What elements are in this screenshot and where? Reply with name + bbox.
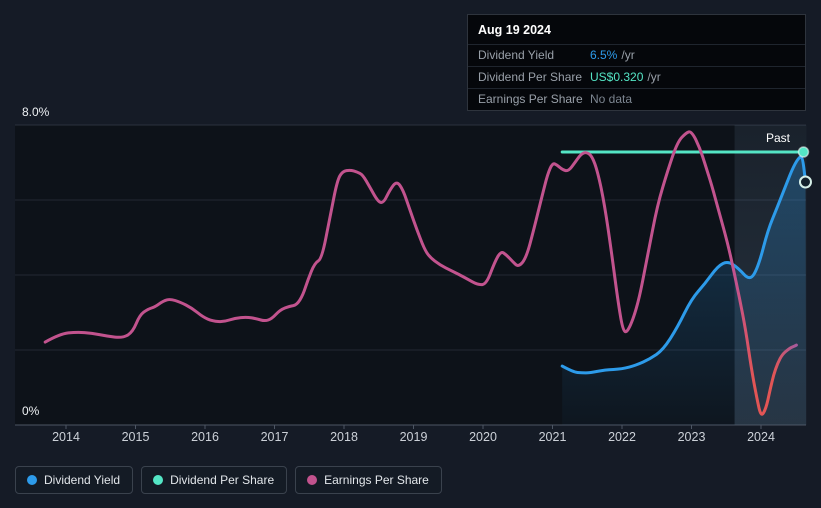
tooltip-value: US$0.320/yr xyxy=(590,70,661,84)
legend-label: Earnings Per Share xyxy=(324,473,429,487)
dividend-yield-area xyxy=(562,156,806,425)
x-axis-year-label: 2015 xyxy=(121,430,150,444)
tooltip-row-earnings-per-share: Earnings Per Share No data xyxy=(468,88,805,110)
earnings-per-share-line xyxy=(43,130,798,416)
chart-tooltip: Aug 19 2024 Dividend Yield 6.5%/yr Divid… xyxy=(467,14,806,111)
x-axis-year-label: 2019 xyxy=(399,430,428,444)
dividend-yield-line xyxy=(560,155,807,375)
legend-label: Dividend Per Share xyxy=(170,473,275,487)
tooltip-row-dividend-yield: Dividend Yield 6.5%/yr xyxy=(468,44,805,66)
x-axis-year-label: 2014 xyxy=(52,430,80,444)
y-axis-top-label: 8.0% xyxy=(22,105,50,119)
tooltip-label: Dividend Per Share xyxy=(478,70,583,84)
earnings-per-share-dot-icon xyxy=(307,475,318,485)
dividend-yield-dot-icon xyxy=(27,475,37,485)
tooltip-value: No data xyxy=(590,92,633,106)
x-axis-year-label: 2022 xyxy=(608,430,636,444)
chart-legend: Dividend Yield Dividend Per Share Earnin… xyxy=(15,466,442,494)
x-axis-year-label: 2024 xyxy=(747,430,775,444)
x-axis-year-label: 2020 xyxy=(469,430,497,444)
y-axis-bottom-label: 0% xyxy=(22,404,40,418)
dividend-per-share-end-marker[interactable] xyxy=(797,146,810,158)
tooltip-label: Earnings Per Share xyxy=(478,92,583,106)
x-axis-year-label: 2018 xyxy=(330,430,358,444)
x-axis-year-label: 2016 xyxy=(191,430,219,444)
tooltip-value: 6.5%/yr xyxy=(590,48,635,62)
x-axis-year-label: 2021 xyxy=(538,430,567,444)
tooltip-row-dividend-per-share: Dividend Per Share US$0.320/yr xyxy=(468,66,805,88)
legend-item-dividend-per-share[interactable]: Dividend Per Share xyxy=(141,466,288,494)
dividend-yield-end-marker[interactable] xyxy=(798,175,812,189)
x-axis-year-label: 2017 xyxy=(260,430,289,444)
dividend-per-share-dot-icon xyxy=(153,475,164,485)
legend-item-earnings-per-share[interactable]: Earnings Per Share xyxy=(295,466,442,494)
legend-label: Dividend Yield xyxy=(44,473,121,487)
tooltip-label: Dividend Yield xyxy=(478,48,555,62)
x-axis-year-label: 2023 xyxy=(677,430,706,444)
legend-item-dividend-yield[interactable]: Dividend Yield xyxy=(15,466,134,494)
tooltip-date: Aug 19 2024 xyxy=(478,23,551,37)
past-band-label: Past xyxy=(766,131,791,145)
